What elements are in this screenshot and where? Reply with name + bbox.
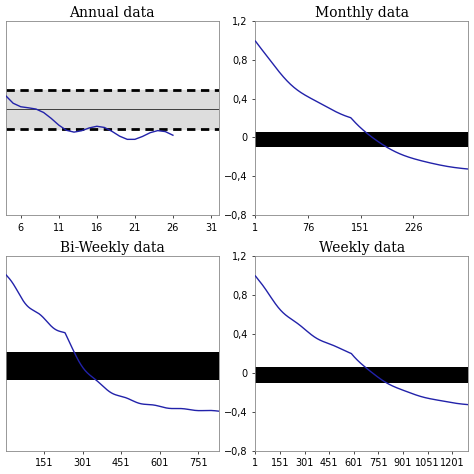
Title: Annual data: Annual data (69, 6, 155, 19)
Bar (255, 132, 468, 147)
Bar (255, 367, 468, 383)
Bar (6, 90, 219, 128)
Bar (6, 352, 219, 380)
Title: Weekly data: Weekly data (319, 241, 405, 255)
Title: Bi-Weekly data: Bi-Weekly data (60, 241, 164, 255)
Title: Monthly data: Monthly data (315, 6, 409, 19)
